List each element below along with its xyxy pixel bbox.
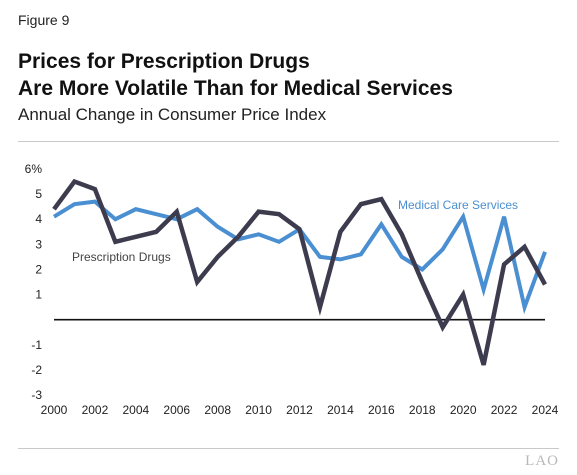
top-divider <box>18 141 559 142</box>
y-tick-label: 6% <box>25 162 43 176</box>
x-tick-label: 2018 <box>409 403 436 417</box>
y-tick-label: 5 <box>35 187 42 201</box>
bottom-divider <box>18 448 559 449</box>
y-tick-label: 4 <box>35 212 42 226</box>
series-label-prescription-drugs: Prescription Drugs <box>72 250 171 264</box>
title-line-1: Prices for Prescription Drugs <box>18 50 310 73</box>
figure-label: Figure 9 <box>18 12 70 28</box>
y-tick-label: 3 <box>35 237 42 251</box>
y-tick-label: 2 <box>35 262 42 276</box>
x-tick-label: 2004 <box>122 403 149 417</box>
y-tick-label: 1 <box>35 288 42 302</box>
y-tick-label: -3 <box>31 388 42 402</box>
x-tick-label: 2014 <box>327 403 354 417</box>
x-tick-label: 2006 <box>163 403 190 417</box>
x-tick-label: 2008 <box>204 403 231 417</box>
x-tick-label: 2000 <box>41 403 68 417</box>
y-tick-label: -2 <box>31 363 42 377</box>
x-tick-label: 2010 <box>245 403 272 417</box>
x-tick-label: 2022 <box>491 403 518 417</box>
x-tick-label: 2016 <box>368 403 395 417</box>
x-tick-label: 2002 <box>82 403 109 417</box>
x-tick-label: 2024 <box>532 403 559 417</box>
y-tick-label: -1 <box>31 338 42 352</box>
x-tick-label: 2012 <box>286 403 313 417</box>
title-line-2: Are More Volatile Than for Medical Servi… <box>18 77 453 100</box>
x-tick-label: 2020 <box>450 403 477 417</box>
chart-title: Prices for Prescription Drugs Are More V… <box>18 48 563 102</box>
series-label-medical-care-services: Medical Care Services <box>398 198 518 212</box>
lao-logo: LAO <box>525 453 559 469</box>
series-line-prescription-drugs <box>52 178 547 366</box>
chart-subtitle: Annual Change in Consumer Price Index <box>18 105 327 124</box>
